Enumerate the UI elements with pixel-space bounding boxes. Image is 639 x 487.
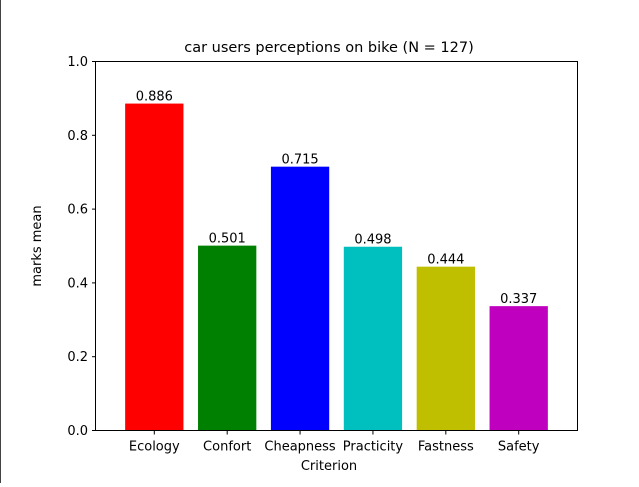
y-tick-label: 0.2 — [67, 350, 88, 365]
x-tick-label-safety: Safety — [498, 440, 540, 455]
bars-layer — [125, 103, 548, 431]
value-label-cheapness: 0.715 — [281, 153, 318, 168]
value-label-safety: 0.337 — [500, 292, 537, 307]
chart-title: car users perceptions on bike (N = 127) — [184, 40, 474, 56]
x-tick-label-fastness: Fastness — [418, 440, 474, 455]
x-tick-label-practicity: Practicity — [343, 440, 404, 455]
x-tick-label-confort: Confort — [203, 440, 251, 455]
x-axis: Ecology Confort Cheapness Practicity Fastnes… — [129, 430, 540, 455]
y-tick-label: 0.4 — [67, 276, 88, 291]
plot-frame — [95, 61, 578, 431]
y-tick-label: 0.8 — [67, 129, 88, 144]
y-tick-label: 0.0 — [67, 424, 88, 439]
x-axis-label: Criterion — [301, 459, 357, 474]
value-label-fastness: 0.444 — [427, 253, 464, 268]
bar-practicity — [343, 246, 403, 431]
bar-cheapness — [270, 166, 330, 431]
y-axis-label: marks mean — [30, 205, 45, 286]
value-label-practicity: 0.498 — [354, 233, 391, 248]
bar-ecology — [125, 103, 184, 431]
y-tick-label: 1.0 — [67, 55, 88, 70]
value-label-ecology: 0.886 — [136, 90, 173, 105]
value-labels-layer: 0.886 0.501 0.715 0.498 0.444 0.337 — [136, 90, 538, 308]
bar-confort — [198, 245, 257, 431]
y-axis: 0.0 0.2 0.4 0.6 0.8 1.0 — [67, 55, 96, 439]
value-label-confort: 0.501 — [209, 232, 246, 247]
y-tick-label: 0.6 — [67, 203, 88, 218]
x-tick-label-cheapness: Cheapness — [264, 440, 336, 455]
bar-safety — [489, 306, 548, 431]
x-tick-label-ecology: Ecology — [129, 440, 180, 455]
bar-fastness — [416, 266, 475, 431]
